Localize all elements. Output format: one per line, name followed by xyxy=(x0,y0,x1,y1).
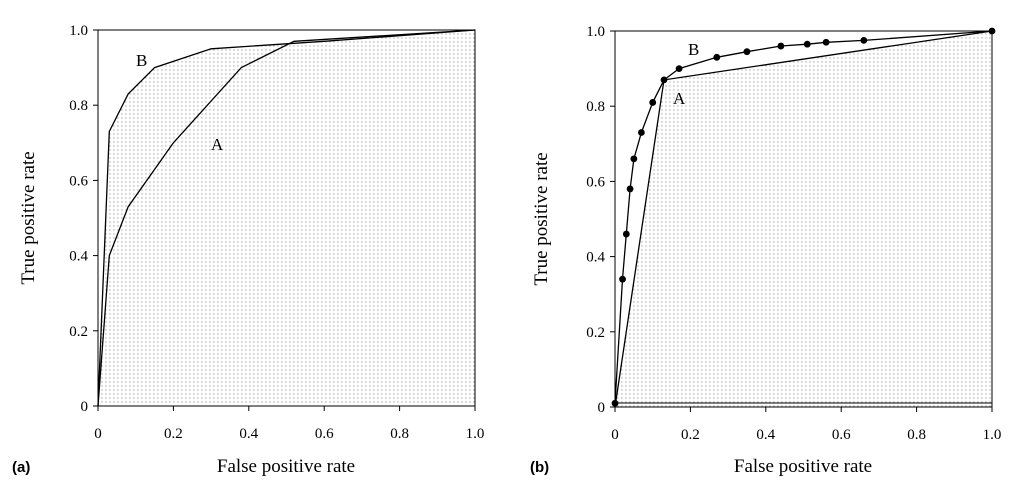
panel-a-label-b: B xyxy=(136,51,147,70)
y-tick-label: 0.6 xyxy=(586,174,605,190)
x-tick-label: 0.8 xyxy=(907,427,926,443)
panel-b-y-axis-label: True positive rate xyxy=(531,152,552,285)
x-tick-label: 1.0 xyxy=(466,426,485,442)
curve-b-point xyxy=(988,27,996,35)
curve-b-point xyxy=(675,65,683,72)
curve-b-point xyxy=(622,230,630,238)
panel-b-label-a: A xyxy=(673,89,686,108)
curve-b-point xyxy=(777,42,785,50)
x-tick-label: 0 xyxy=(94,426,102,442)
y-tick-label: 0 xyxy=(598,400,606,416)
curve-b-point xyxy=(713,53,721,61)
panel-b: 0 0.2 0.4 0.6 0.8 1.0 0 0.2 0.4 0.6 0.8 1.0 B A Fa… xyxy=(530,24,1001,477)
curve-b-point xyxy=(660,76,668,84)
panel-b-x-axis-label: False positive rate xyxy=(734,456,872,477)
y-tick-label: 1.0 xyxy=(69,23,88,39)
panel-b-label: (b) xyxy=(530,459,549,476)
x-tick-label: 0.2 xyxy=(164,426,183,442)
x-tick-label: 0.4 xyxy=(756,427,775,443)
y-tick-label: 0 xyxy=(81,399,89,415)
panel-b-shaded-area xyxy=(615,31,992,407)
panel-b-curve-b xyxy=(614,30,993,404)
panel-a-x-axis-label: False positive rate xyxy=(217,456,355,477)
curve-b-point xyxy=(860,37,868,44)
panel-b-x-ticks: 0 0.2 0.4 0.6 0.8 1.0 xyxy=(611,407,1001,443)
curve-b-point xyxy=(619,275,626,283)
panel-a: 0 0.2 0.4 0.6 0.8 1.0 0 0.2 0.4 0.6 0.8 1.0 B A Fa… xyxy=(12,23,484,477)
x-tick-label: 0.2 xyxy=(681,427,700,443)
y-tick-label: 1.0 xyxy=(586,24,605,40)
panel-a-frame xyxy=(97,29,476,407)
x-tick-label: 0.8 xyxy=(390,426,409,442)
y-tick-label: 0.2 xyxy=(69,324,88,340)
panel-a-y-axis-label: True positive rate xyxy=(18,151,39,284)
x-tick-label: 0.6 xyxy=(832,427,851,443)
panel-a-label-a: A xyxy=(211,135,224,154)
curve-b-point xyxy=(637,129,645,136)
panel-a-x-ticks: 0 0.2 0.4 0.6 0.8 1.0 xyxy=(94,406,484,442)
panel-a-curve-a xyxy=(97,29,476,407)
x-tick-label: 1.0 xyxy=(983,427,1002,443)
curve-b-point xyxy=(649,99,657,106)
y-tick-label: 0.6 xyxy=(69,173,88,189)
panel-b-y-ticks: 0 0.2 0.4 0.6 0.8 1.0 xyxy=(586,24,615,416)
panel-a-curve-b xyxy=(97,29,476,407)
x-tick-label: 0.6 xyxy=(315,426,334,442)
y-tick-label: 0.8 xyxy=(586,99,605,115)
x-tick-label: 0.4 xyxy=(239,426,258,442)
curve-b-point xyxy=(611,399,619,407)
panel-a-shaded-area xyxy=(98,30,475,406)
y-tick-label: 0.4 xyxy=(69,249,88,265)
curve-b-point xyxy=(822,38,830,46)
y-tick-label: 0.8 xyxy=(69,98,88,114)
curve-b-point xyxy=(743,48,751,56)
y-tick-label: 0.4 xyxy=(586,250,605,266)
panel-b-curve-b-markers xyxy=(611,27,996,407)
curve-b-point xyxy=(630,155,638,163)
curve-b-point xyxy=(803,40,811,48)
curve-b-point xyxy=(626,185,634,193)
panel-a-y-ticks: 0 0.2 0.4 0.6 0.8 1.0 xyxy=(69,23,98,415)
x-tick-label: 0 xyxy=(611,427,619,443)
y-tick-label: 0.2 xyxy=(586,325,605,341)
panel-b-frame xyxy=(614,30,993,408)
panel-b-label-b: B xyxy=(688,40,699,59)
panel-a-label: (a) xyxy=(12,459,30,476)
